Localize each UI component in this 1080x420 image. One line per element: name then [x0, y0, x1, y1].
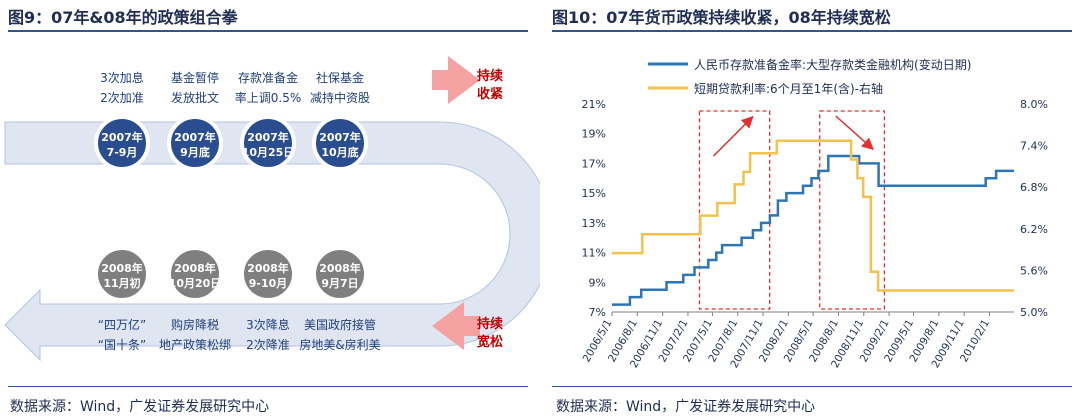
down-arrow-icon	[835, 115, 874, 150]
event-date: 9-10月	[249, 277, 288, 290]
event-caption-line-2: 减持中资股	[310, 90, 370, 105]
legend-label-1: 人民币存款准备金率:大型存款类金融机构(变动日期)	[694, 57, 971, 72]
event-year: 2008年	[247, 261, 289, 275]
event-date: 10月底	[321, 145, 358, 159]
event-date: 9月底	[180, 145, 210, 159]
event-caption-line-2: 2次加准	[100, 91, 144, 105]
event-caption-line-1: 基金暂停	[171, 70, 219, 85]
event-caption-line-2: 发放批文	[171, 90, 219, 105]
flow-band	[4, 121, 540, 362]
event-year: 2007年	[174, 130, 216, 144]
event-circle	[314, 117, 366, 169]
highlight-box-2	[819, 110, 886, 310]
event-date: 9月7日	[321, 277, 358, 290]
right-source: 数据来源：Wind，广发证券发展研究中心	[556, 399, 816, 415]
up-arrow-icon	[712, 115, 754, 157]
series-line-2	[612, 139, 1014, 292]
y-left-tick-label: 13%	[582, 217, 606, 230]
loosen-label-1: 持续	[477, 316, 503, 332]
event-caption-line-1: 社保基金	[316, 70, 364, 85]
event-circle	[169, 117, 221, 169]
series-line-1	[612, 154, 1014, 306]
loosen-arrow-icon	[432, 302, 480, 350]
left-source: 数据来源：Wind，广发证券发展研究中心	[10, 399, 270, 415]
y-right-tick-label: 5.6%	[1020, 264, 1048, 277]
tighten-label-1: 持续	[477, 68, 503, 84]
y-right-tick-label: 5.0%	[1020, 306, 1048, 319]
legend-label-2: 短期贷款利率:6个月至1年(含)-右轴	[694, 81, 883, 96]
right-bottom-rule	[552, 386, 1072, 387]
event-circle	[314, 248, 366, 300]
y-left-tick-label: 17%	[582, 157, 606, 170]
event-year: 2008年	[319, 261, 361, 275]
event-caption-line-2: 房地美&房利美	[299, 337, 380, 352]
event-circle	[242, 248, 294, 300]
event-year: 2007年	[247, 130, 289, 144]
loosen-label-2: 宽松	[476, 334, 503, 350]
event-caption-line-2: 地产政策松绑	[159, 338, 231, 352]
y-left-tick-label: 21%	[582, 98, 606, 111]
y-left-tick-label: 7%	[589, 306, 606, 319]
y-left-tick-label: 11%	[582, 247, 606, 260]
event-2007-1: 2007年 7-9月 3次加息 2次加准	[94, 70, 150, 171]
tighten-label-2: 收紧	[477, 86, 503, 102]
event-caption-line-1: 3次加息	[100, 70, 144, 85]
left-bottom-rule	[8, 386, 528, 387]
left-title-rule	[8, 30, 528, 32]
highlight-box-1	[698, 110, 771, 310]
tighten-arrow-icon	[432, 56, 480, 104]
event-caption-line-2: “国十条”	[98, 338, 146, 352]
event-caption-line-2: 2次降准	[246, 338, 290, 352]
event-caption-line-1: “四万亿”	[98, 317, 146, 332]
event-caption-line-1: 存款准备金	[238, 70, 298, 85]
left-panel-title: 图9：07年&08年的政策组合拳	[8, 8, 238, 27]
event-date: 11月初	[103, 276, 140, 290]
event-circle	[169, 248, 221, 300]
y-left-tick-label: 19%	[582, 128, 606, 141]
event-year: 2008年	[101, 261, 143, 275]
right-title-rule	[552, 30, 1072, 32]
y-right-tick-label: 7.4%	[1020, 140, 1048, 153]
event-caption-line-2: 率上调0.5%	[235, 90, 302, 105]
y-left-tick-label: 15%	[582, 187, 606, 200]
event-year: 2007年	[319, 130, 361, 144]
event-year: 2008年	[174, 261, 216, 275]
event-caption-line-1: 3次降息	[246, 317, 290, 332]
event-circle	[242, 117, 294, 169]
y-right-tick-label: 6.2%	[1020, 223, 1048, 236]
y-left-tick-label: 9%	[589, 276, 606, 289]
policy-flow-diagram: 持续 收紧 持续 宽松 2007年7-9月3次加息2次加准2007年9月底基金暂…	[4, 56, 540, 362]
event-circle	[96, 117, 148, 169]
event-caption-line-1: 美国政府接管	[304, 317, 376, 332]
event-date: 7-9月	[107, 146, 138, 159]
policy-rates-chart: 人民币存款准备金率:大型存款类金融机构(变动日期) 短期贷款利率:6个月至1年(含…	[581, 57, 1048, 370]
event-circle	[96, 248, 148, 300]
y-right-tick-label: 8.0%	[1020, 98, 1048, 111]
event-2008-3: 2008年 9-10月 3次降息 2次降准	[240, 246, 296, 352]
event-year: 2007年	[101, 130, 143, 144]
right-panel-title: 图10：07年货币政策持续收紧，08年持续宽松	[552, 8, 891, 27]
event-date: 10月20日	[169, 277, 222, 290]
event-date: 10月25日	[242, 146, 295, 159]
y-right-tick-label: 6.8%	[1020, 181, 1048, 194]
event-caption-line-1: 购房降税	[171, 317, 219, 332]
